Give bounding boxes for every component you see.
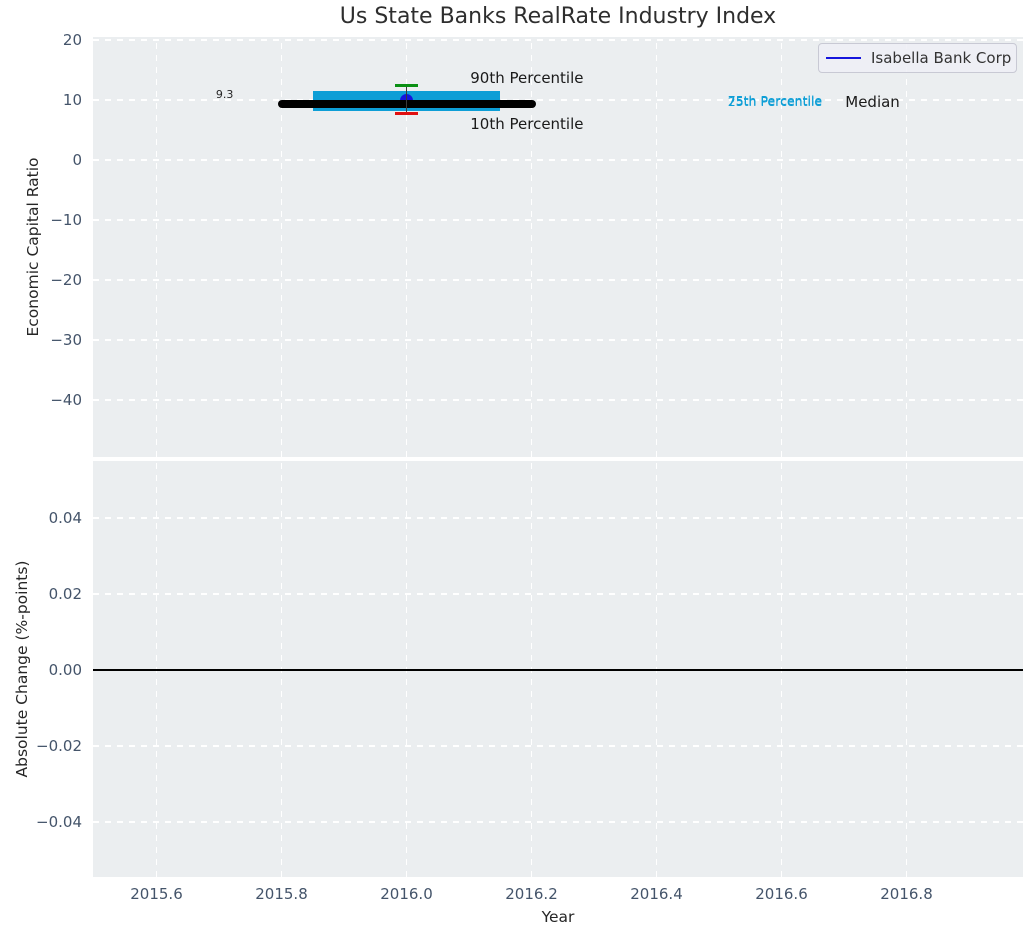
top-y-tick-label: −40 bbox=[50, 391, 82, 409]
top-y-axis-label: Economic Capital Ratio bbox=[24, 157, 42, 337]
legend: Isabella Bank Corp bbox=[818, 43, 1017, 73]
bottom-gridline-h bbox=[93, 745, 1023, 747]
top-y-tick-label: 0 bbox=[72, 151, 82, 169]
top-axes-background bbox=[93, 37, 1023, 457]
top-gridline-v bbox=[655, 37, 658, 457]
top-y-tick-label: 10 bbox=[62, 91, 82, 109]
zero-line bbox=[93, 669, 1023, 671]
top-y-tick-label: −10 bbox=[50, 211, 82, 229]
x-tick-label: 2016.0 bbox=[380, 885, 433, 903]
top-gridline-h bbox=[93, 399, 1023, 401]
x-tick-label: 2016.8 bbox=[880, 885, 933, 903]
p10-label: 10th Percentile bbox=[470, 115, 584, 133]
top-gridline-v bbox=[405, 37, 408, 457]
bottom-y-tick-label: 0.04 bbox=[48, 509, 82, 527]
p75-label: 75th Percentile bbox=[727, 92, 823, 108]
bottom-gridline-h bbox=[93, 821, 1023, 823]
whisker-line bbox=[405, 85, 408, 114]
bottom-y-tick-label: −0.04 bbox=[36, 813, 82, 831]
legend-label: Isabella Bank Corp bbox=[871, 49, 1012, 67]
p25-label: 25th Percentile bbox=[727, 94, 823, 110]
top-gridline-v bbox=[280, 37, 283, 457]
top-y-tick-label: −30 bbox=[50, 331, 82, 349]
bottom-y-tick-label: −0.02 bbox=[36, 737, 82, 755]
x-tick-label: 2016.4 bbox=[630, 885, 683, 903]
p90-cap bbox=[395, 83, 418, 87]
x-tick-label: 2016.6 bbox=[755, 885, 808, 903]
p90-label: 90th Percentile bbox=[470, 68, 584, 87]
bottom-gridline-h bbox=[93, 593, 1023, 595]
bottom-y-tick-label: 0.00 bbox=[48, 661, 82, 679]
median-value-label: 9.3 bbox=[215, 88, 234, 101]
x-tick-label: 2015.6 bbox=[130, 885, 183, 903]
top-gridline-h bbox=[93, 159, 1023, 161]
top-gridline-h bbox=[93, 39, 1023, 41]
top-gridline-h bbox=[93, 219, 1023, 221]
top-gridline-h bbox=[93, 99, 1023, 101]
top-y-tick-label: −20 bbox=[50, 271, 82, 289]
top-gridline-v bbox=[780, 37, 783, 457]
x-tick-label: 2015.8 bbox=[255, 885, 308, 903]
bottom-y-tick-label: 0.02 bbox=[48, 585, 82, 603]
bottom-y-axis-label: Absolute Change (%-points) bbox=[13, 560, 31, 778]
median-label: Median bbox=[845, 92, 900, 111]
chart-title: Us State Banks RealRate Industry Index bbox=[339, 4, 777, 29]
bottom-gridline-h bbox=[93, 517, 1023, 519]
top-gridline-v bbox=[905, 37, 908, 457]
x-tick-label: 2016.2 bbox=[505, 885, 558, 903]
legend-line-swatch bbox=[826, 56, 861, 60]
top-gridline-v bbox=[155, 37, 158, 457]
p10-cap bbox=[395, 111, 418, 115]
top-gridline-h bbox=[93, 279, 1023, 281]
x-axis-label: Year bbox=[541, 908, 575, 926]
top-y-tick-label: 20 bbox=[62, 31, 82, 49]
top-gridline-v bbox=[530, 37, 533, 457]
top-gridline-h bbox=[93, 339, 1023, 341]
